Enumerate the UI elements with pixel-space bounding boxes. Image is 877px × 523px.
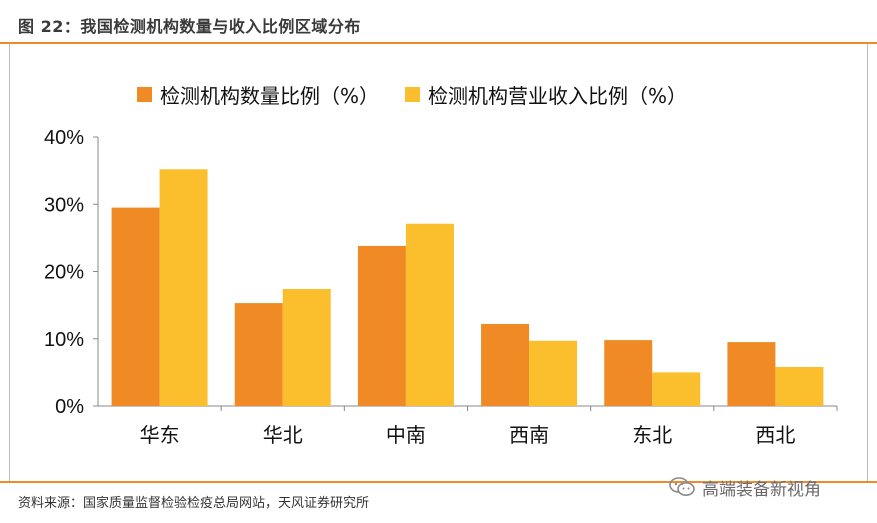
bar-series-2-东北 <box>652 372 701 406</box>
bar-series-2-华东 <box>159 169 208 406</box>
bar-series-1-西北 <box>727 342 776 406</box>
wechat-icon <box>669 477 695 496</box>
legend-label-series-2: 检测机构营业收入比例（%） <box>428 84 688 108</box>
figure-header: 图 22：我国检测机构数量与收入比例区域分布 <box>0 0 877 40</box>
x-tick-label: 华东 <box>140 423 180 447</box>
y-tick-label: 10% <box>44 329 84 351</box>
bar-series-1-华东 <box>111 207 160 406</box>
x-tick-label: 华北 <box>263 423 303 447</box>
bar-series-2-西北 <box>775 366 824 406</box>
bar-series-2-西南 <box>529 340 578 406</box>
x-tick-label: 中南 <box>386 423 426 447</box>
header-divider <box>0 42 877 44</box>
bar-series-1-西南 <box>481 323 530 406</box>
watermark: 高端装备新视角 <box>668 474 821 500</box>
legend-label-series-1: 检测机构数量比例（%） <box>160 84 380 108</box>
legend-item-series-2: 检测机构营业收入比例（%） <box>405 80 687 109</box>
legend-item-series-1: 检测机构数量比例（%） <box>137 80 379 109</box>
y-tick-label: 20% <box>44 262 84 284</box>
legend-swatch-series-2 <box>405 87 421 102</box>
bar-series-1-东北 <box>604 340 653 406</box>
footer-divider <box>0 481 877 483</box>
bar-series-1-华北 <box>234 303 283 406</box>
watermark-text: 高端装备新视角 <box>702 479 821 500</box>
x-tick-label: 东北 <box>632 423 672 447</box>
figure-title: 图 22：我国检测机构数量与收入比例区域分布 <box>18 17 361 36</box>
y-tick-label: 40% <box>44 127 84 149</box>
x-tick-label: 西南 <box>509 423 549 447</box>
source-note: 资料来源：国家质量监督检验检疫总局网站，天风证券研究所 <box>18 496 370 511</box>
bar-series-2-中南 <box>405 223 454 406</box>
chart-legend: 检测机构数量比例（%） 检测机构营业收入比例（%） <box>137 80 713 109</box>
x-tick-label: 西北 <box>755 423 795 447</box>
bar-series-1-中南 <box>357 245 406 406</box>
y-tick-label: 30% <box>44 194 84 216</box>
bar-series-2-华北 <box>282 288 331 406</box>
legend-swatch-series-1 <box>137 87 152 102</box>
chart-frame <box>9 44 868 482</box>
y-tick-label: 0% <box>55 396 84 418</box>
